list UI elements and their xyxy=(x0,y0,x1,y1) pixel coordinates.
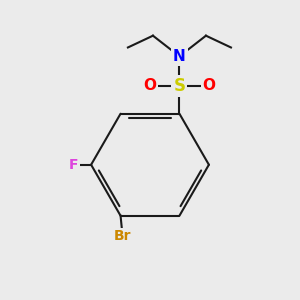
Text: Br: Br xyxy=(113,229,131,243)
Text: N: N xyxy=(173,49,186,64)
Text: O: O xyxy=(202,78,215,93)
Text: F: F xyxy=(69,158,78,172)
Text: S: S xyxy=(173,77,185,95)
Text: O: O xyxy=(143,78,157,93)
